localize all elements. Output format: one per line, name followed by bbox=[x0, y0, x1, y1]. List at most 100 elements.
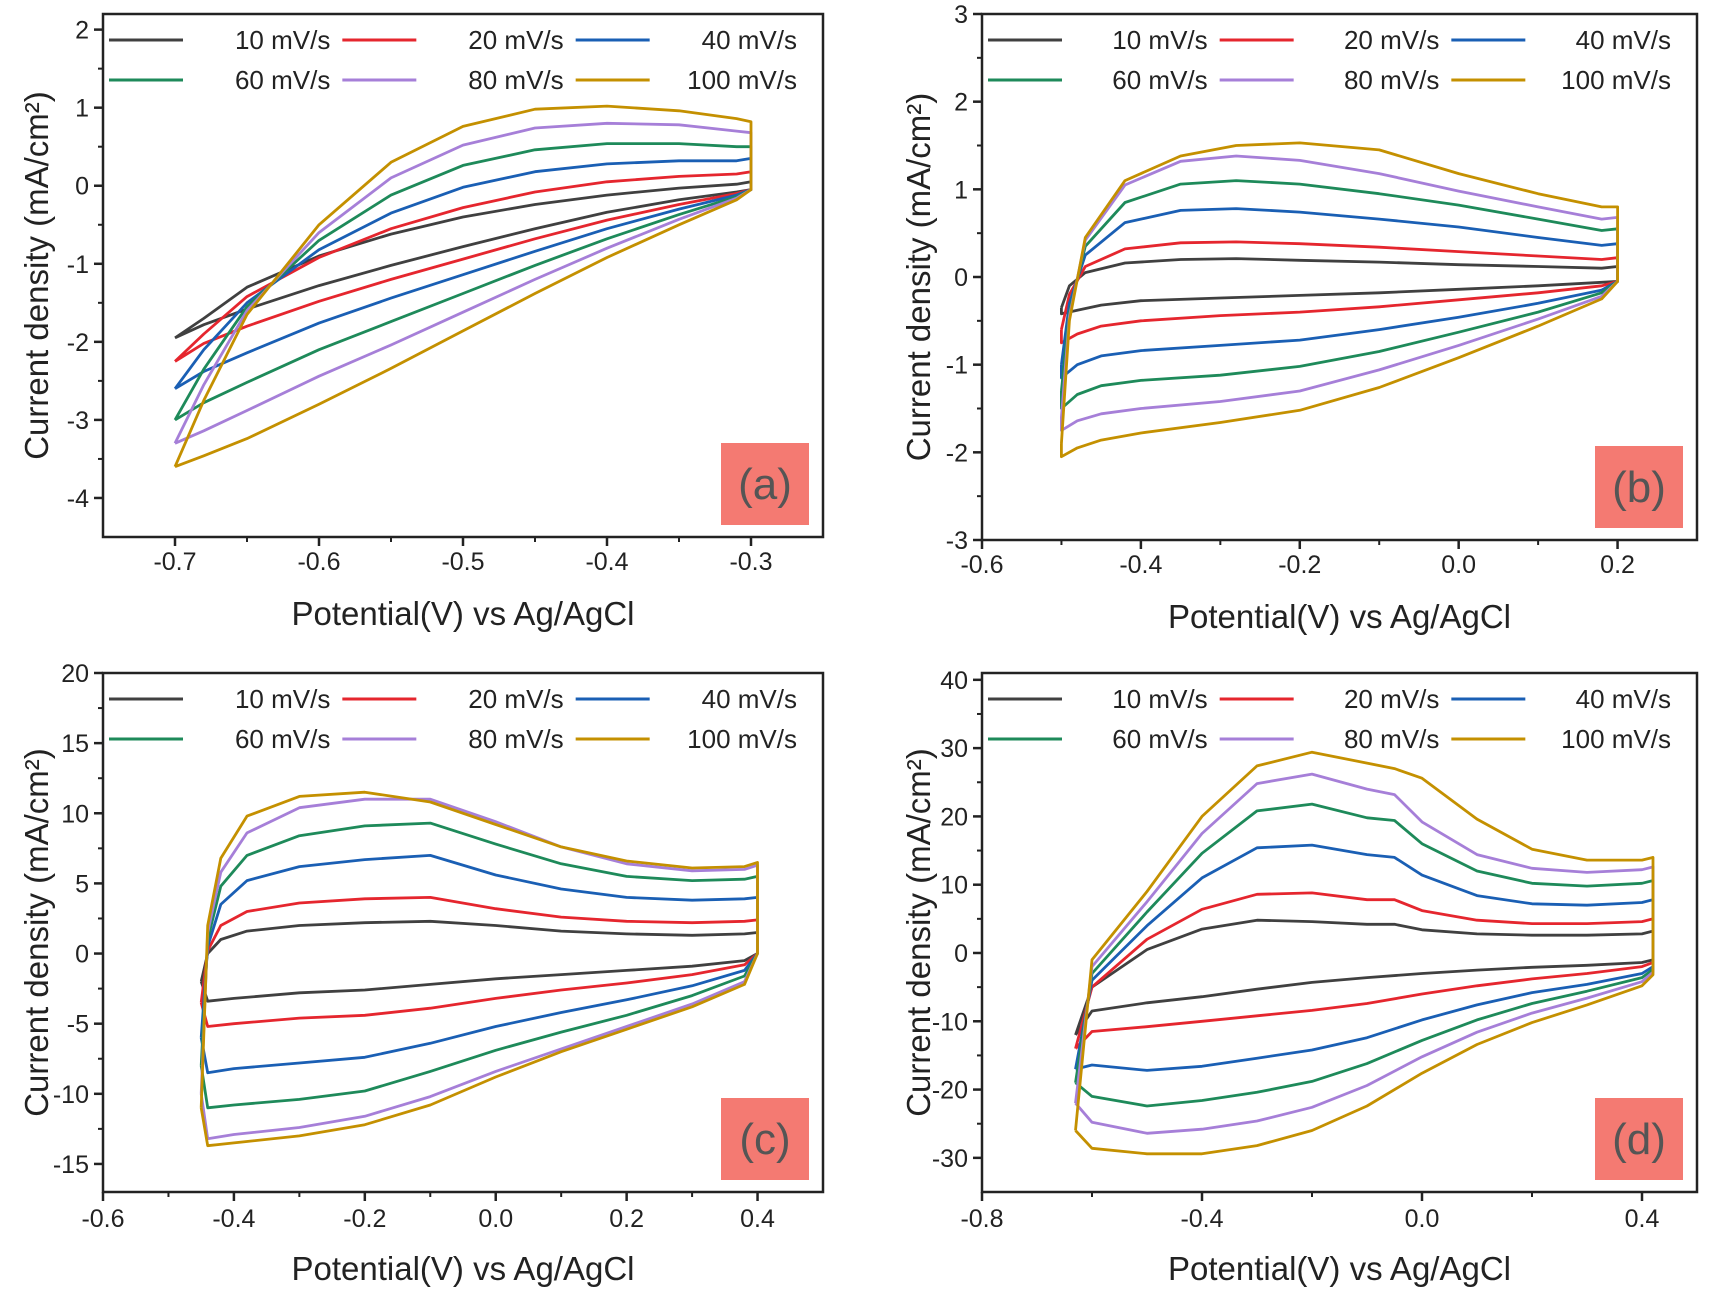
legend-label: 20 mV/s bbox=[468, 25, 563, 55]
panel-label-badge bbox=[721, 443, 809, 525]
x-tick-label: -0.6 bbox=[81, 1205, 124, 1233]
y-tick-label: 10 bbox=[940, 872, 968, 900]
y-tick-label: -10 bbox=[932, 1008, 968, 1036]
curve-group bbox=[173, 104, 753, 469]
y-tick-label: -30 bbox=[932, 1145, 968, 1173]
y-tick-label: -2 bbox=[946, 439, 968, 467]
cv-curve-100mvs bbox=[173, 104, 753, 469]
cv-curve-10mvs bbox=[1074, 918, 1655, 1036]
legend-label: 100 mV/s bbox=[687, 65, 797, 95]
x-tick-label: -0.4 bbox=[585, 548, 628, 576]
legend-label: 10 mV/s bbox=[1112, 25, 1207, 55]
y-tick-label: -4 bbox=[67, 485, 89, 513]
x-tick-label: -0.3 bbox=[729, 548, 772, 576]
y-tick-label: 0 bbox=[75, 173, 89, 201]
cv-curve-40mvs bbox=[1074, 843, 1655, 1072]
y-tick-label: 10 bbox=[61, 800, 89, 828]
plot-frame bbox=[101, 671, 825, 1194]
y-tick-label: 0 bbox=[954, 940, 968, 968]
x-tick-label: -0.6 bbox=[960, 551, 1003, 579]
x-tick-label: 0.0 bbox=[1405, 1205, 1440, 1233]
y-tick-label: -5 bbox=[67, 1011, 89, 1039]
panel-label-badge bbox=[1595, 1098, 1683, 1180]
y-tick-label: 20 bbox=[61, 660, 89, 688]
y-tick-label: 15 bbox=[61, 730, 89, 758]
panel-label: (c) bbox=[739, 1115, 790, 1164]
x-tick-label: -0.4 bbox=[212, 1205, 255, 1233]
y-tick-label: -10 bbox=[53, 1081, 89, 1109]
x-axis-title: Potential(V) vs Ag/AgCl bbox=[292, 1250, 635, 1287]
legend-label: 80 mV/s bbox=[1344, 65, 1439, 95]
y-tick-label: -1 bbox=[67, 251, 89, 279]
x-tick-label: 0.2 bbox=[1600, 551, 1635, 579]
x-tick-label: 0.0 bbox=[478, 1205, 513, 1233]
x-axis-title: Potential(V) vs Ag/AgCl bbox=[1168, 1250, 1511, 1287]
x-tick-label: 0.0 bbox=[1441, 551, 1476, 579]
x-tick-label: -0.5 bbox=[441, 548, 484, 576]
y-tick-label: 1 bbox=[954, 176, 968, 204]
panel-label: (d) bbox=[1612, 1115, 1666, 1164]
x-tick-label: -0.6 bbox=[297, 548, 340, 576]
legend-label: 20 mV/s bbox=[468, 684, 563, 714]
y-axis-title-text: Current density bbox=[900, 228, 937, 461]
y-axis-title-text: Current density bbox=[900, 884, 937, 1117]
y-tick-label: -3 bbox=[946, 527, 968, 555]
y-axis-unit: (mA/cm²) bbox=[18, 91, 55, 227]
y-tick-label: -2 bbox=[67, 329, 89, 357]
cv-curve-80mvs bbox=[199, 797, 759, 1141]
y-axis-title-text: Current density bbox=[18, 227, 55, 460]
y-tick-label: 5 bbox=[75, 870, 89, 898]
plot-frame bbox=[980, 671, 1699, 1194]
legend-label: 10 mV/s bbox=[235, 25, 330, 55]
y-tick-label: -20 bbox=[932, 1077, 968, 1105]
y-tick-label: 40 bbox=[940, 667, 968, 695]
panel-d: -0.8 -0.4 0.0 0.4 -30 -20 -10 0 10 20 30 40 Potentia… bbox=[900, 667, 1699, 1287]
y-tick-label: 2 bbox=[954, 89, 968, 117]
legend-label: 40 mV/s bbox=[702, 684, 797, 714]
y-tick-label: 0 bbox=[954, 264, 968, 292]
legend-label: 40 mV/s bbox=[1576, 684, 1671, 714]
y-axis-unit: (mA/cm²) bbox=[900, 748, 937, 884]
legend-label: 10 mV/s bbox=[235, 684, 330, 714]
y-axis-title: Current density (mA/cm²) bbox=[900, 748, 937, 1117]
curve-group bbox=[1074, 750, 1655, 1156]
x-tick-label: -0.7 bbox=[153, 548, 196, 576]
y-axis-unit: (mA/cm²) bbox=[18, 748, 55, 884]
panel-label: (b) bbox=[1612, 463, 1666, 512]
legend-label: 20 mV/s bbox=[1344, 25, 1439, 55]
cv-curve-10mvs bbox=[1060, 257, 1619, 316]
legend-label: 80 mV/s bbox=[468, 65, 563, 95]
y-axis-title: Current density (mA/cm²) bbox=[18, 91, 55, 460]
cv-curve-60mvs bbox=[1074, 802, 1655, 1108]
y-tick-label: 2 bbox=[75, 17, 89, 45]
legend-label: 80 mV/s bbox=[468, 724, 563, 754]
y-tick-label: 1 bbox=[75, 95, 89, 123]
y-tick-label: -15 bbox=[53, 1151, 89, 1179]
y-axis-title: Current density (mA/cm²) bbox=[900, 93, 937, 462]
x-tick-label: -0.2 bbox=[343, 1205, 386, 1233]
legend-label: 60 mV/s bbox=[235, 724, 330, 754]
y-tick-label: 20 bbox=[940, 803, 968, 831]
legend-label: 40 mV/s bbox=[1576, 25, 1671, 55]
legend-label: 100 mV/s bbox=[1561, 65, 1671, 95]
cv-curve-20mvs bbox=[199, 896, 759, 1028]
cv-curve-100mvs bbox=[1074, 750, 1655, 1156]
legend-label: 60 mV/s bbox=[1112, 65, 1207, 95]
cv-curve-80mvs bbox=[173, 121, 753, 445]
legend-label: 40 mV/s bbox=[702, 25, 797, 55]
x-tick-label: -0.4 bbox=[1180, 1205, 1223, 1233]
panel-c: -0.6 -0.4 -0.2 0.0 0.2 0.4 -15 -10 -5 0 5 10 15 20 Pot… bbox=[18, 660, 825, 1287]
x-tick-label: 0.4 bbox=[1625, 1205, 1660, 1233]
panel-b: -0.6 -0.4 -0.2 0.0 0.2 -3 -2 -1 0 1 2 3 Potential(V)… bbox=[900, 1, 1699, 635]
y-tick-label: -1 bbox=[946, 352, 968, 380]
legend-label: 10 mV/s bbox=[1112, 684, 1207, 714]
x-tick-label: 0.2 bbox=[609, 1205, 644, 1233]
y-axis-title-text: Current density bbox=[18, 884, 55, 1117]
panel-label: (a) bbox=[738, 460, 792, 509]
curve-group bbox=[199, 790, 759, 1148]
y-tick-label: 30 bbox=[940, 735, 968, 763]
cv-curve-20mvs bbox=[1074, 891, 1655, 1050]
legend-label: 60 mV/s bbox=[1112, 724, 1207, 754]
legend-label: 100 mV/s bbox=[1561, 724, 1671, 754]
